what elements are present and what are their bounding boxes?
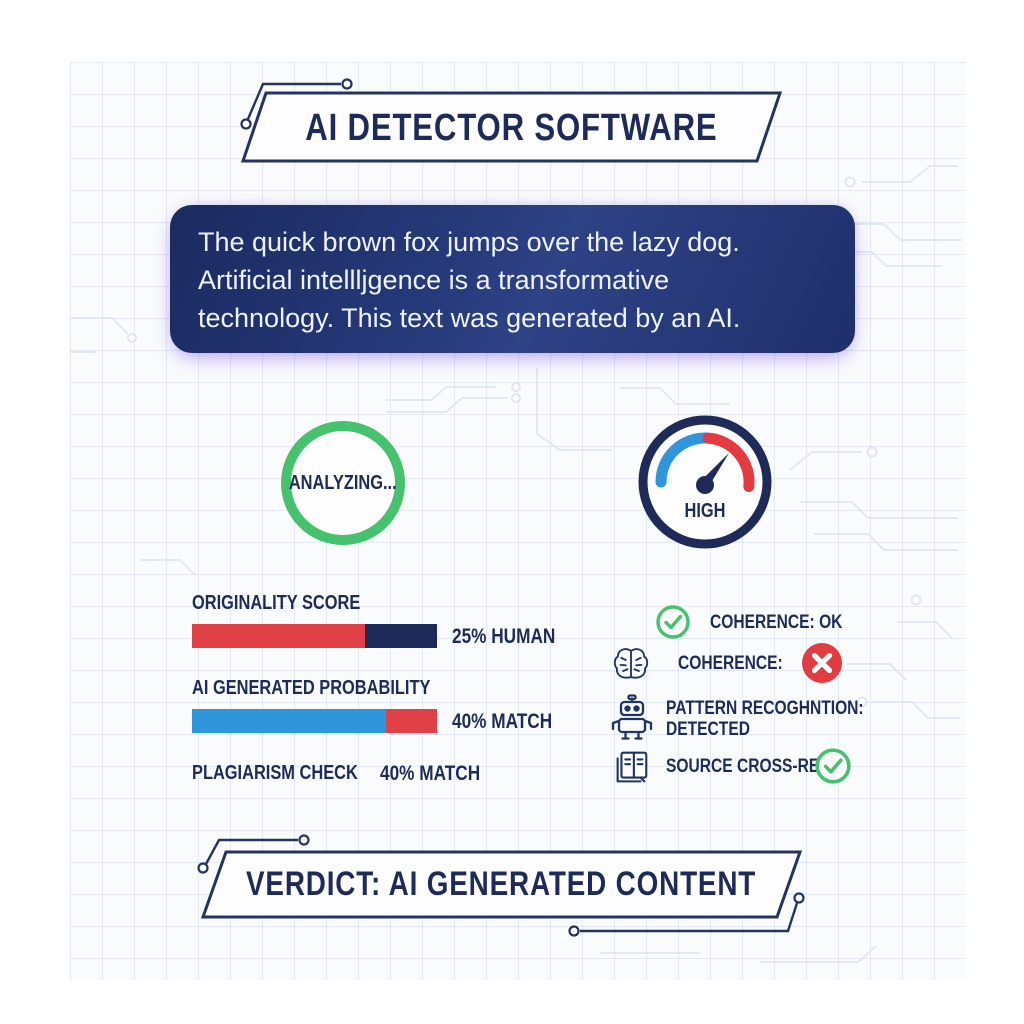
gauge-hub — [696, 476, 714, 494]
metric-plagiarism: PLAGIARISM CHECK — [192, 762, 394, 785]
title-banner: AI DETECTOR SOFTWARE — [243, 97, 780, 159]
analyzing-label: ANALYZING... — [289, 471, 397, 494]
status-pattern-recognition: PATTERN RECOGHNTION: DETECTED — [608, 690, 908, 746]
metric-label: ORIGINALITY SCORE — [192, 592, 361, 614]
metric-originality: ORIGINALITY SCORE — [192, 592, 397, 615]
check-circle-icon — [656, 605, 690, 639]
title-banner-frame — [240, 78, 783, 163]
risk-gauge — [638, 415, 772, 549]
circuit-traces — [70, 165, 962, 963]
ai-probability-bar — [192, 709, 437, 733]
metric-label: AI GENERATED PROBABILITY — [192, 677, 431, 699]
status-source-crossref: SOURCE CROSS-REF: — [608, 744, 908, 790]
app-title: AI DETECTOR SOFTWARE — [305, 106, 718, 149]
verdict-banner-frame — [197, 834, 805, 937]
verdict-banner: VERDICT: AI GENERATED CONTENT — [203, 854, 800, 915]
status-coherence-ok: COHERENCE: OK — [608, 602, 908, 644]
originality-bar — [192, 624, 437, 648]
x-circle-icon — [802, 643, 842, 683]
verdict-label: VERDICT: AI GENERATED CONTENT — [246, 865, 757, 903]
robot-icon — [611, 694, 653, 740]
bar-segment — [192, 624, 365, 648]
gauge-reading: HIGH — [684, 500, 726, 522]
sample-text-line: technology. This text was generated by a… — [198, 303, 741, 333]
metric-label: PLAGIARISM CHECK — [192, 762, 358, 784]
status-coherence-fail: COHERENCE: — [608, 641, 908, 687]
book-icon — [616, 751, 648, 783]
bar-segment — [192, 709, 386, 733]
plagiarism-value: 40% MATCH — [380, 762, 481, 785]
brain-icon — [613, 648, 649, 679]
gauge-high-arc — [702, 432, 755, 493]
originality-value: 25% HUMAN — [452, 625, 556, 648]
analyzing-spinner: ANALYZING... — [281, 421, 405, 545]
bar-segment — [364, 624, 437, 648]
ai-probability-value: 40% MATCH — [452, 710, 553, 733]
sample-text-line: The quick brown fox jumps over the lazy … — [198, 227, 740, 257]
analyzed-text-box: The quick brown fox jumps over the lazy … — [170, 205, 855, 353]
metric-ai-probability: AI GENERATED PROBABILITY — [192, 677, 483, 700]
gauge-low-arc — [655, 432, 712, 488]
check-circle-icon — [815, 748, 851, 784]
sample-text-line: Artificial intellljgence is a transforma… — [198, 265, 670, 295]
gauge-label-wrap: HIGH — [655, 500, 755, 523]
bar-segment — [385, 709, 437, 733]
